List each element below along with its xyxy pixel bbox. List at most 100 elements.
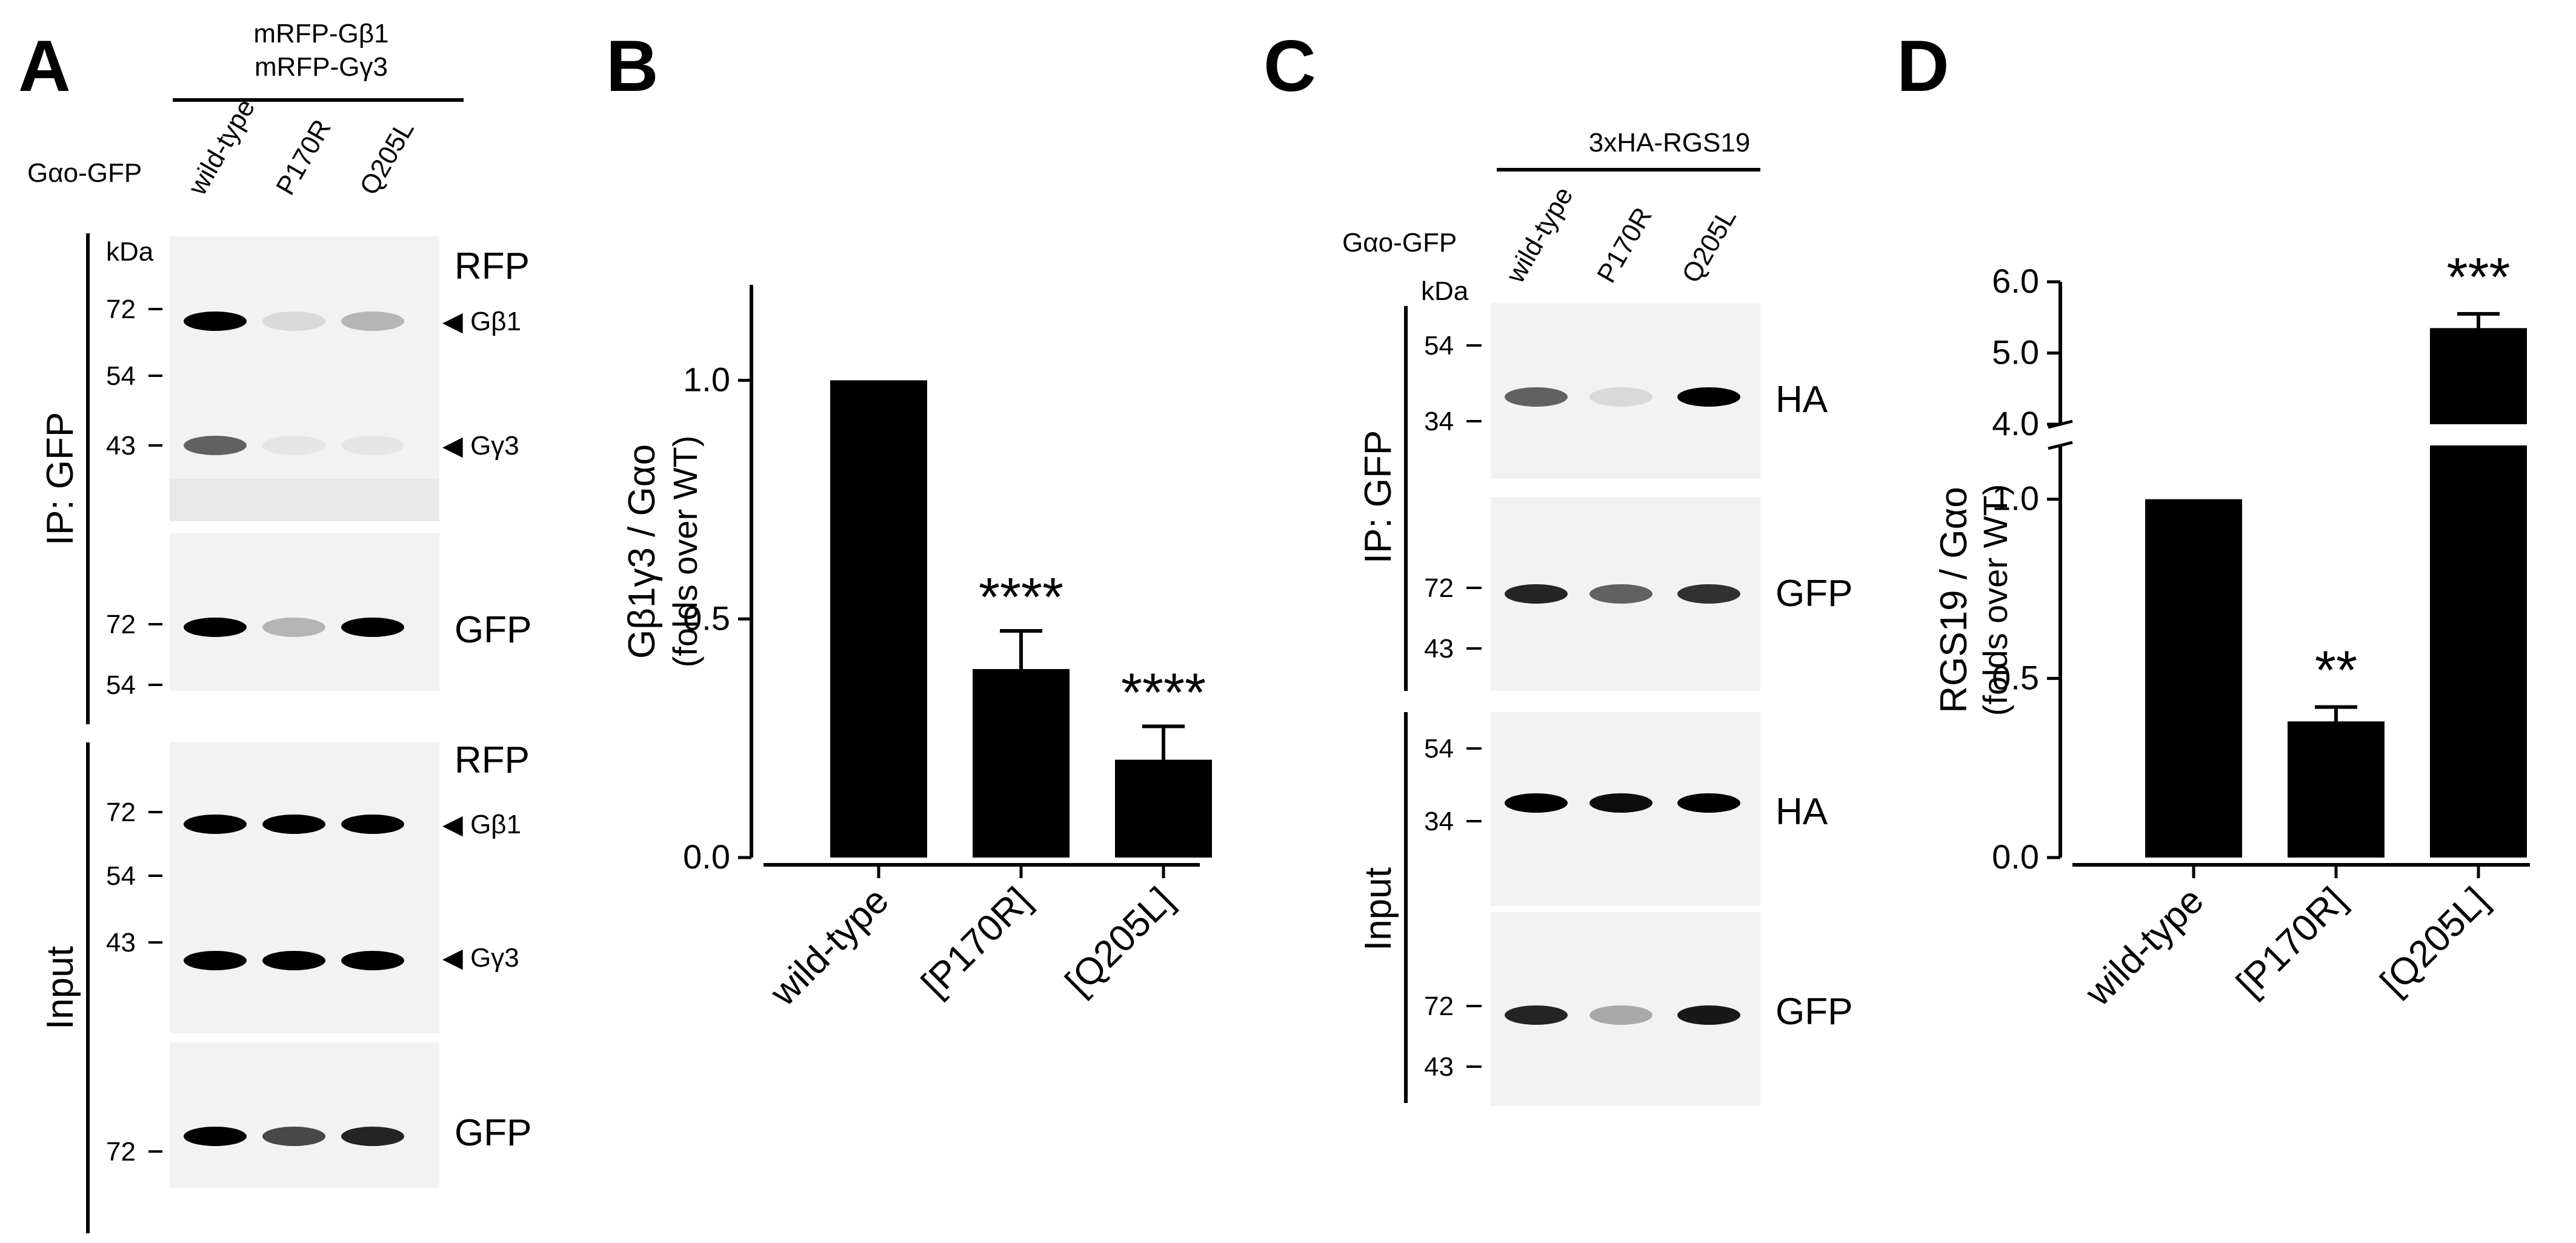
panel-c-row-label: Gαo-GFP xyxy=(1342,228,1457,258)
panel-a-blot2-bands xyxy=(184,618,404,637)
panel-a-blot3-bands-gg3 xyxy=(184,951,404,970)
panel-a-input-label: Input xyxy=(39,946,81,1030)
panel-c-blot4-band-2 xyxy=(1589,1005,1652,1025)
panel-a-blot1-gb1-band-2 xyxy=(262,312,325,331)
panel-a: A mRFP-Gβ1 mRFP-Gγ3 Gαo-GFP wild-type P1… xyxy=(18,19,531,1233)
panel-a-lane-2: P170R xyxy=(270,115,337,200)
panel-c-blot4-m43: 43 xyxy=(1424,1052,1454,1082)
panel-c-blot3-band-3 xyxy=(1677,793,1740,813)
panel-a-blot3-gb1-band-1 xyxy=(184,815,247,834)
panel-a-blot2-name: GFP xyxy=(454,609,531,651)
panel-c-lane-3: Q205L xyxy=(1676,204,1742,288)
panel-c-lane-1: wild-type xyxy=(1500,182,1579,288)
panel-c-blot1-band-3 xyxy=(1677,387,1740,407)
panel-d-significance: *** xyxy=(2446,247,2510,308)
panel-a-blot3-gg3-band-3 xyxy=(341,951,404,970)
panel-d-xtick-label: [Q205L] xyxy=(2372,879,2497,1004)
panel-a-blot3-gb1-band-2 xyxy=(262,815,325,834)
panel-b-xtick-label: [P170R] xyxy=(914,879,1039,1005)
panel-c-ip-label: IP: GFP xyxy=(1357,430,1399,564)
panel-c-blot4-bands xyxy=(1505,1005,1740,1025)
panel-d-bar-lower xyxy=(2430,445,2527,858)
panel-c-blot1-name: HA xyxy=(1776,379,1828,421)
panel-a-blot4-band-3 xyxy=(341,1127,404,1146)
panel-a-blot3-arrow-gg3: ◀ Gγ3 xyxy=(442,943,519,973)
panel-a-blot1-arrow-gb1: ◀ Gβ1 xyxy=(442,307,521,336)
panel-c-blot2-band-3 xyxy=(1677,584,1740,604)
panel-c-blot4-m72: 72 xyxy=(1424,991,1454,1021)
panel-a-lane-1: wild-type xyxy=(182,94,261,201)
panel-c-blot2-band-1 xyxy=(1505,584,1568,604)
panel-b-significance: **** xyxy=(979,567,1063,628)
panel-d-ylabel2: (folds over WT) xyxy=(1976,484,2014,716)
panel-a-blot4-band-2 xyxy=(262,1127,325,1146)
panel-a-blot1-m72: 72 xyxy=(106,295,136,324)
panel-a-blot4-band-1 xyxy=(184,1127,247,1146)
panel-d-significance: ** xyxy=(2315,641,2357,701)
panel-a-blot1-m43: 43 xyxy=(106,431,136,461)
panel-a-blot3-name: RFP xyxy=(454,739,530,781)
panel-c-construct: 3xHA-RGS19 xyxy=(1589,128,1751,158)
panel-a-blot-gfp-ip xyxy=(170,533,439,691)
panel-a-blot3-m43: 43 xyxy=(106,928,136,958)
panel-c-blot1-m34: 34 xyxy=(1424,407,1454,436)
panel-d-ytick-label: 5.0 xyxy=(1992,333,2039,372)
panel-a-blot1-gg3-band-1 xyxy=(184,436,247,455)
panel-a-blot3-gg3-band-2 xyxy=(262,951,325,970)
panel-c-blot3-m54: 54 xyxy=(1424,734,1454,764)
panel-a-ip-label: IP: GFP xyxy=(39,412,81,545)
panel-d-ytick-label: 0.5 xyxy=(1992,658,2039,696)
panel-b-bar xyxy=(973,668,1070,858)
panel-c-blot4-band-1 xyxy=(1505,1005,1568,1025)
panel-a-blot1-m54: 54 xyxy=(106,361,136,391)
panel-b-ytick-label: 0.5 xyxy=(683,599,730,637)
panel-a-blot1-gb1-band-3 xyxy=(341,312,404,331)
panel-a-kda: kDa xyxy=(106,237,154,267)
panel-c-kda: kDa xyxy=(1421,276,1469,306)
panel-c-blot3-band-2 xyxy=(1589,793,1652,813)
panel-a-blot3-gb1-band-3 xyxy=(341,815,404,834)
panel-a-blot-rfp-ip-shade xyxy=(170,479,439,521)
panel-c-blot3-band-1 xyxy=(1505,793,1568,813)
panel-c-blot1-band-2 xyxy=(1589,387,1652,407)
panel-a-construct-2: mRFP-Gγ3 xyxy=(255,52,388,82)
panel-b-ytick-label: 0.0 xyxy=(683,838,730,876)
panel-a-blot-gfp-input xyxy=(170,1042,439,1188)
panel-a-blot4-bands xyxy=(184,1127,404,1146)
panel-b-significance: **** xyxy=(1121,662,1206,723)
panel-b: B Gβ1γ3 / Gαo (folds over WT) 0.0 0.5 1.0 w… xyxy=(606,25,1212,1015)
panel-c-blot2-m43: 43 xyxy=(1424,634,1454,664)
panel-a-blot3-bands-gb1 xyxy=(184,815,404,834)
panel-c-blot1-bands xyxy=(1505,387,1740,407)
panel-a-blot2-band-2 xyxy=(262,618,325,637)
panel-b-xtick-label: [Q205L] xyxy=(1057,879,1182,1004)
panel-a-blot4-m72: 72 xyxy=(106,1137,136,1167)
panel-b-ylabel2: (folds over WT) xyxy=(666,436,704,668)
panel-b-bar xyxy=(830,380,927,858)
panel-a-blot1-name: RFP xyxy=(454,245,530,287)
panel-c-blot1-band-1 xyxy=(1505,387,1568,407)
panel-a-blot3-m72: 72 xyxy=(106,798,136,827)
panel-c-input-label: Input xyxy=(1357,867,1399,951)
panel-d: D RGS19 / Gαo (folds over WT) 0.0 0.5 1.0 4… xyxy=(1897,25,2530,1015)
panel-a-blot2-band-3 xyxy=(341,618,404,637)
panel-c-blot2-band-2 xyxy=(1589,584,1652,604)
panel-d-xtick-label: [P170R] xyxy=(2229,879,2354,1005)
panel-a-blot1-bands-gb1 xyxy=(184,312,404,331)
panel-d-bar-upper xyxy=(2430,328,2527,424)
panel-a-blot1-bands-gg3 xyxy=(184,436,404,455)
panel-a-blot1-gg3-band-3 xyxy=(341,436,404,455)
panel-b-bar xyxy=(1115,759,1212,858)
panel-c: C 3xHA-RGS19 Gαo-GFP wild-type P170R Q20… xyxy=(1263,25,1852,1106)
panel-b-chart: 0.0 0.5 1.0 wild-type **** [P170R] **** [Q205L] xyxy=(683,285,1212,1015)
panel-a-blot1-gb1-band-1 xyxy=(184,312,247,331)
panel-c-blot3-bands xyxy=(1505,793,1740,813)
panel-c-lane-2: P170R xyxy=(1591,202,1658,288)
panel-a-blot-rfp-input xyxy=(170,742,439,1033)
panel-c-blot2-bands xyxy=(1505,584,1740,604)
panel-c-blot4-name: GFP xyxy=(1776,991,1852,1033)
panel-d-ytick-label: 1.0 xyxy=(1992,479,2039,518)
panel-a-letter: A xyxy=(18,25,71,107)
panel-a-blot-rfp-ip xyxy=(170,236,439,521)
